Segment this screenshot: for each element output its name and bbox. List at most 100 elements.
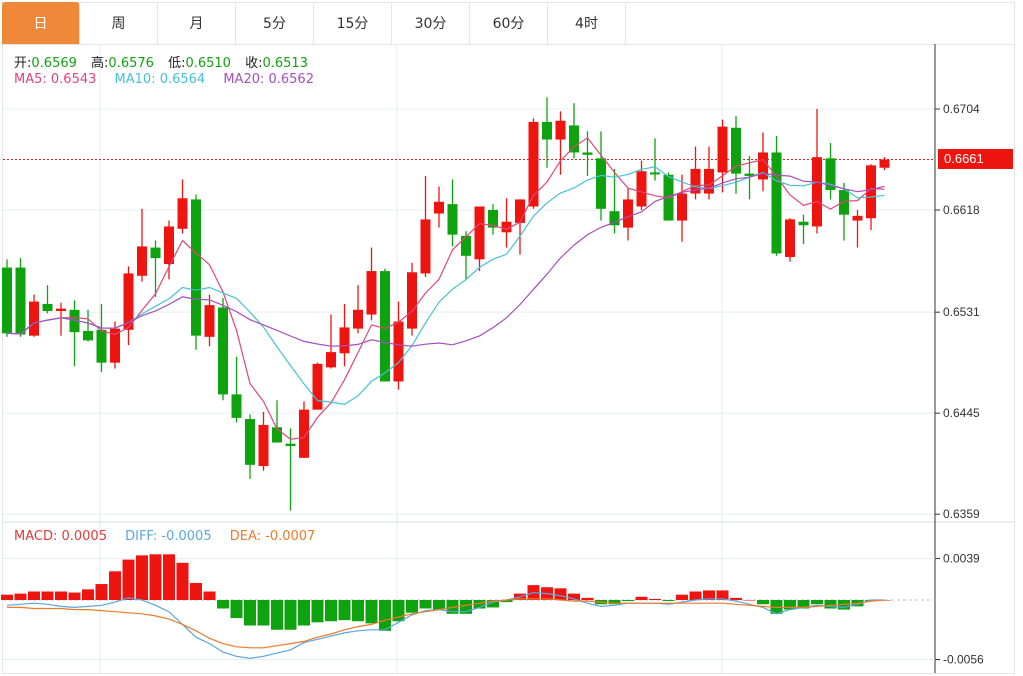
macd-bar-positive — [730, 597, 742, 600]
macd-bar-positive — [190, 582, 202, 600]
candle-up — [56, 308, 66, 311]
candle-up — [501, 221, 512, 233]
macd-bar-positive — [55, 591, 67, 600]
candle-down — [69, 309, 80, 333]
tab-0[interactable]: 日 — [2, 2, 80, 44]
candle-down — [461, 235, 471, 256]
macd-bar-negative — [608, 600, 621, 605]
macd-bar-negative — [311, 600, 324, 623]
ma5-line — [6, 137, 885, 440]
candle-down — [582, 152, 593, 155]
macd-bar-negative — [824, 600, 837, 609]
macd-bar-negative — [352, 600, 364, 622]
ma20-line — [6, 172, 885, 347]
price-tick-label: 0.6359 — [943, 507, 980, 521]
close-label: 收: — [245, 56, 263, 71]
candle-down — [596, 158, 606, 209]
macd-bar-positive — [554, 588, 567, 600]
macd-bar-negative — [298, 600, 310, 626]
candle-down — [731, 127, 741, 174]
candle-up — [339, 327, 350, 354]
high-label: 高: — [91, 56, 109, 71]
open-label: 开: — [14, 56, 32, 71]
tab-6[interactable]: 60分 — [470, 2, 548, 44]
macd-bar-negative — [406, 600, 418, 613]
macd-bar-positive — [568, 593, 580, 600]
candle-up — [123, 273, 134, 330]
ohlc-legend: 开:0.6569 高:0.6576 低:0.6510 收:0.6513 — [14, 52, 318, 71]
diff-line — [6, 591, 885, 660]
price-tick-label: 0.6531 — [943, 305, 980, 319]
macd-bar-negative — [500, 600, 513, 603]
macd-bar-negative — [257, 600, 270, 626]
macd-bar-negative — [797, 600, 810, 609]
candle-up — [690, 168, 701, 194]
candle-up — [366, 271, 377, 315]
tab-3[interactable]: 5分 — [236, 2, 314, 44]
candle-up — [326, 352, 336, 368]
candle-down — [272, 427, 282, 443]
macd-bar-positive — [716, 590, 729, 600]
macd-bar-negative — [757, 600, 769, 605]
candle-down — [447, 204, 458, 235]
macd-legend-value: MACD: 0.0005 — [14, 529, 107, 544]
macd-bar-positive — [649, 598, 661, 600]
macd-bar-positive — [176, 562, 189, 600]
macd-bar-negative — [379, 600, 391, 631]
candle-down — [650, 172, 660, 175]
macd-bar-negative — [271, 600, 283, 630]
candle-down — [96, 329, 107, 363]
tab-4[interactable]: 15分 — [314, 2, 392, 44]
period-tabs: 日周月 5分 15分 30分 60分 4时 — [2, 2, 1015, 45]
tab-1[interactable]: 周 — [80, 2, 158, 44]
candle-down — [609, 211, 620, 226]
candle-up — [204, 305, 215, 337]
candle-down — [380, 271, 390, 382]
tab-7[interactable]: 4时 — [548, 2, 626, 44]
macd-bar-positive — [82, 589, 94, 600]
candle-up — [704, 168, 714, 194]
macd-bar-positive — [163, 554, 175, 600]
candle-up — [812, 157, 822, 227]
dea-legend-value: DEA: -0.0007 — [229, 529, 316, 544]
candle-up — [299, 409, 309, 458]
candle-up — [852, 215, 863, 221]
tab-5[interactable]: 30分 — [392, 2, 470, 44]
candle-down — [285, 443, 296, 447]
candle-up — [636, 171, 647, 207]
ma10-line — [6, 166, 885, 406]
candle-up — [785, 219, 795, 257]
ma5-legend: MA5: 0.6543 — [14, 72, 97, 87]
candle-down — [83, 330, 93, 341]
macd-bar-positive — [28, 591, 40, 600]
macd-bar-positive — [1, 594, 13, 600]
candle-down — [15, 267, 26, 335]
candle-up — [110, 328, 120, 363]
ma20-legend: MA20: 0.6562 — [223, 72, 314, 87]
tab-2[interactable]: 月 — [158, 2, 236, 44]
candle-up — [866, 165, 876, 219]
macd-tick-label: -0.0056 — [943, 653, 984, 667]
macd-bar-negative — [622, 600, 634, 602]
candle-down — [42, 303, 53, 311]
macd-bar-positive — [581, 597, 594, 600]
candle-up — [393, 321, 404, 382]
candle-down — [488, 210, 498, 228]
candle-down — [231, 394, 242, 418]
candle-down — [150, 247, 161, 259]
candle-up — [353, 309, 363, 329]
macd-bar-positive — [95, 584, 108, 600]
macd-bar-negative — [338, 600, 351, 621]
candle-up — [29, 301, 39, 336]
macd-tick-label: 0.0039 — [943, 552, 980, 566]
macd-bar-negative — [811, 600, 823, 605]
macd-bar-negative — [784, 600, 796, 610]
candle-up — [677, 193, 687, 221]
macd-bar-positive — [743, 600, 756, 601]
macd-bar-positive — [149, 554, 162, 600]
candle-down — [744, 173, 755, 176]
candle-down — [771, 152, 782, 254]
low-label: 低: — [168, 56, 186, 71]
candle-down — [569, 125, 579, 153]
